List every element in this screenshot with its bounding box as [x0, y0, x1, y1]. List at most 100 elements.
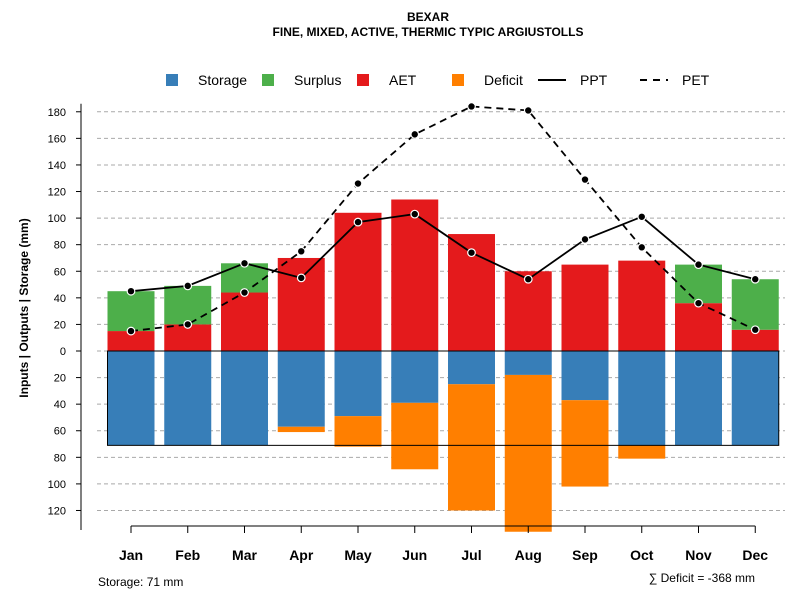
ppt-point — [240, 258, 249, 268]
y-tick-label: 80 — [54, 240, 66, 252]
storage-bar — [731, 351, 779, 446]
aet-bar — [618, 260, 666, 351]
y-axis-label: Inputs | Outputs | Storage (mm) — [17, 218, 31, 397]
storage-bar — [391, 351, 439, 403]
legend-deficit-swatch — [452, 74, 464, 86]
x-tick-label-mar: Mar — [232, 547, 257, 563]
x-tick-label-may: May — [344, 547, 371, 563]
ppt-point — [467, 248, 476, 258]
y-tick-label: 60 — [54, 426, 66, 438]
y-tick-label: 20 — [54, 319, 66, 331]
chart-title: BEXAR — [407, 10, 449, 24]
aet-bar — [675, 303, 722, 351]
legend-storage-swatch — [166, 74, 178, 86]
y-tick-label: 160 — [48, 133, 66, 145]
x-tick-label-apr: Apr — [289, 547, 314, 563]
x-tick-label-dec: Dec — [742, 547, 768, 563]
deficit-bar — [504, 374, 552, 532]
ppt-point — [637, 212, 647, 222]
ppt-line — [130, 213, 756, 293]
aet-bar — [164, 324, 212, 351]
aet-bar — [504, 271, 552, 351]
ppt-point — [523, 274, 533, 284]
storage-bar — [221, 351, 268, 446]
y-tick-label: 40 — [54, 293, 66, 305]
ppt-point — [694, 260, 703, 270]
legend-deficit-label: Deficit — [484, 72, 523, 88]
deficit-bar — [391, 402, 439, 470]
storage-bar — [504, 351, 552, 375]
surplus-bar — [675, 264, 722, 304]
aet-bar — [561, 264, 609, 351]
x-tick-label-jul: Jul — [461, 547, 481, 563]
pet-point — [523, 106, 533, 115]
y-tick-label: 0 — [60, 346, 66, 358]
x-tick-label-nov: Nov — [685, 547, 712, 563]
deficit-bar — [561, 400, 609, 487]
x-tick-label-aug: Aug — [515, 547, 542, 563]
deficit-bar — [334, 416, 382, 447]
y-tick-label: 180 — [48, 107, 66, 119]
pet-point — [183, 320, 193, 329]
storage-capacity-outline — [107, 350, 780, 446]
lines — [126, 102, 760, 336]
storage-bar — [334, 351, 382, 417]
x-tick-label-oct: Oct — [630, 547, 654, 563]
pet-point — [637, 242, 647, 252]
deficit-bar — [277, 426, 325, 433]
surplus-bar — [731, 279, 779, 330]
pet-point — [296, 246, 306, 256]
bars — [107, 199, 779, 532]
surplus-bar — [164, 285, 212, 325]
y-tick-label: 60 — [54, 266, 66, 278]
aet-bar — [107, 331, 155, 351]
pet-point — [353, 179, 363, 188]
aet-bar — [391, 199, 439, 351]
aet-bar — [731, 329, 779, 351]
chart-subtitle: FINE, MIXED, ACTIVE, THERMIC TYPIC ARGIU… — [273, 25, 584, 39]
pet-point — [694, 298, 703, 308]
deficit-bar — [618, 445, 666, 459]
x-tick-label-feb: Feb — [175, 547, 200, 563]
deficit-bar — [448, 384, 495, 511]
y-tick-label: 20 — [54, 373, 66, 385]
ppt-point — [126, 286, 136, 296]
y-tick-label: 100 — [48, 213, 66, 225]
ppt-point — [580, 234, 590, 244]
pet-line — [130, 105, 756, 332]
legend-surplus-swatch — [262, 74, 274, 86]
aet-bar — [277, 257, 325, 351]
pet-point — [750, 325, 760, 335]
aet-bar — [334, 212, 382, 351]
y-tick-label: 120 — [48, 505, 66, 517]
y-tick-label: 120 — [48, 187, 66, 199]
storage-bar — [448, 351, 495, 385]
legend-pet-label: PET — [682, 72, 710, 88]
pet-point — [410, 129, 420, 139]
surplus-bar — [107, 291, 155, 332]
pet-point — [240, 288, 249, 297]
y-tick-label: 80 — [54, 452, 66, 464]
pet-point — [467, 102, 476, 111]
storage-bar — [618, 351, 666, 446]
aet-bar — [221, 292, 268, 351]
axes: 120 100 80 60 40 20 0 20 40 60 80 100 120 140 160 180 Ja… — [48, 103, 768, 563]
y-tick-label: 140 — [48, 160, 66, 172]
y-tick-label: 100 — [48, 479, 66, 491]
ppt-point — [183, 281, 193, 291]
legend-aet-swatch — [357, 74, 369, 86]
storage-bar — [675, 351, 722, 446]
storage-bar — [107, 351, 155, 446]
legend: Storage Surplus AET Deficit PPT PET — [166, 72, 710, 88]
storage-outline — [107, 350, 780, 446]
ppt-point — [410, 209, 420, 219]
ppt-point — [296, 273, 306, 283]
pet-point — [126, 326, 136, 336]
deficit-note: ∑ Deficit = -368 mm — [649, 571, 755, 585]
x-tick-label-sep: Sep — [572, 547, 598, 563]
storage-note: Storage: 71 mm — [98, 575, 183, 589]
legend-aet-label: AET — [389, 72, 417, 88]
storage-bar — [277, 351, 325, 427]
legend-storage-label: Storage — [198, 72, 247, 88]
